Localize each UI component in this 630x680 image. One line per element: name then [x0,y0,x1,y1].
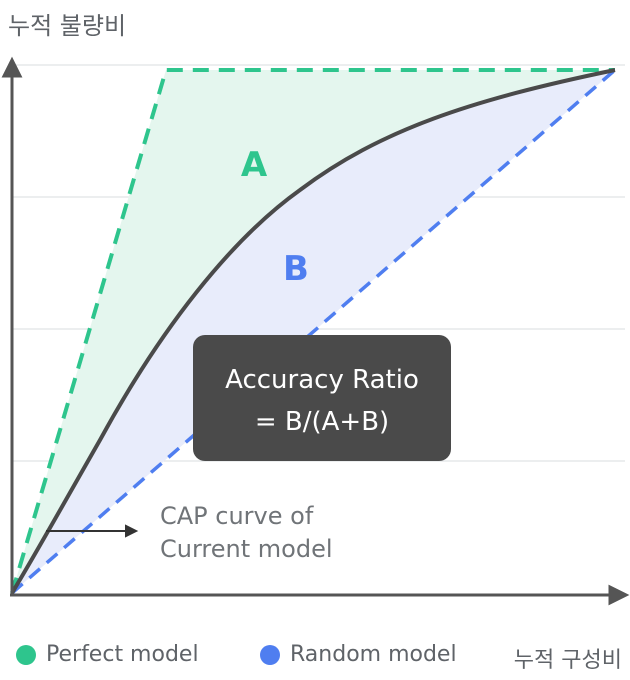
legend-item-random: Random model [260,642,457,667]
cap-annotation-line1: CAP curve of [160,502,314,530]
annotation-arrow-icon [46,524,139,538]
y-axis-title: 누적 불량비 [8,12,127,40]
y-axis-arrow-icon [1,56,23,78]
region-a-label: A [241,145,268,185]
cap-annotation-line2: Current model [160,535,333,563]
random-model-line [10,68,617,595]
region-b-label: B [283,249,309,289]
axes [1,56,630,606]
accuracy-ratio-box [193,335,451,461]
legend-label-random: Random model [290,642,457,667]
perfect-model-line [10,68,615,594]
accuracy-ratio-line2: = B/(A+B) [255,407,389,437]
legend-item-perfect: Perfect model [16,642,199,667]
random-model-dot-icon [260,644,280,665]
cap-curve [10,68,616,595]
region-a-fill [12,70,615,593]
x-axis-arrow-icon [608,584,630,606]
legend-label-perfect: Perfect model [46,642,199,667]
perfect-model-dot-icon [16,644,36,665]
accuracy-ratio-line1: Accuracy Ratio [225,365,419,395]
x-axis-title: 누적 구성비 [513,648,622,673]
